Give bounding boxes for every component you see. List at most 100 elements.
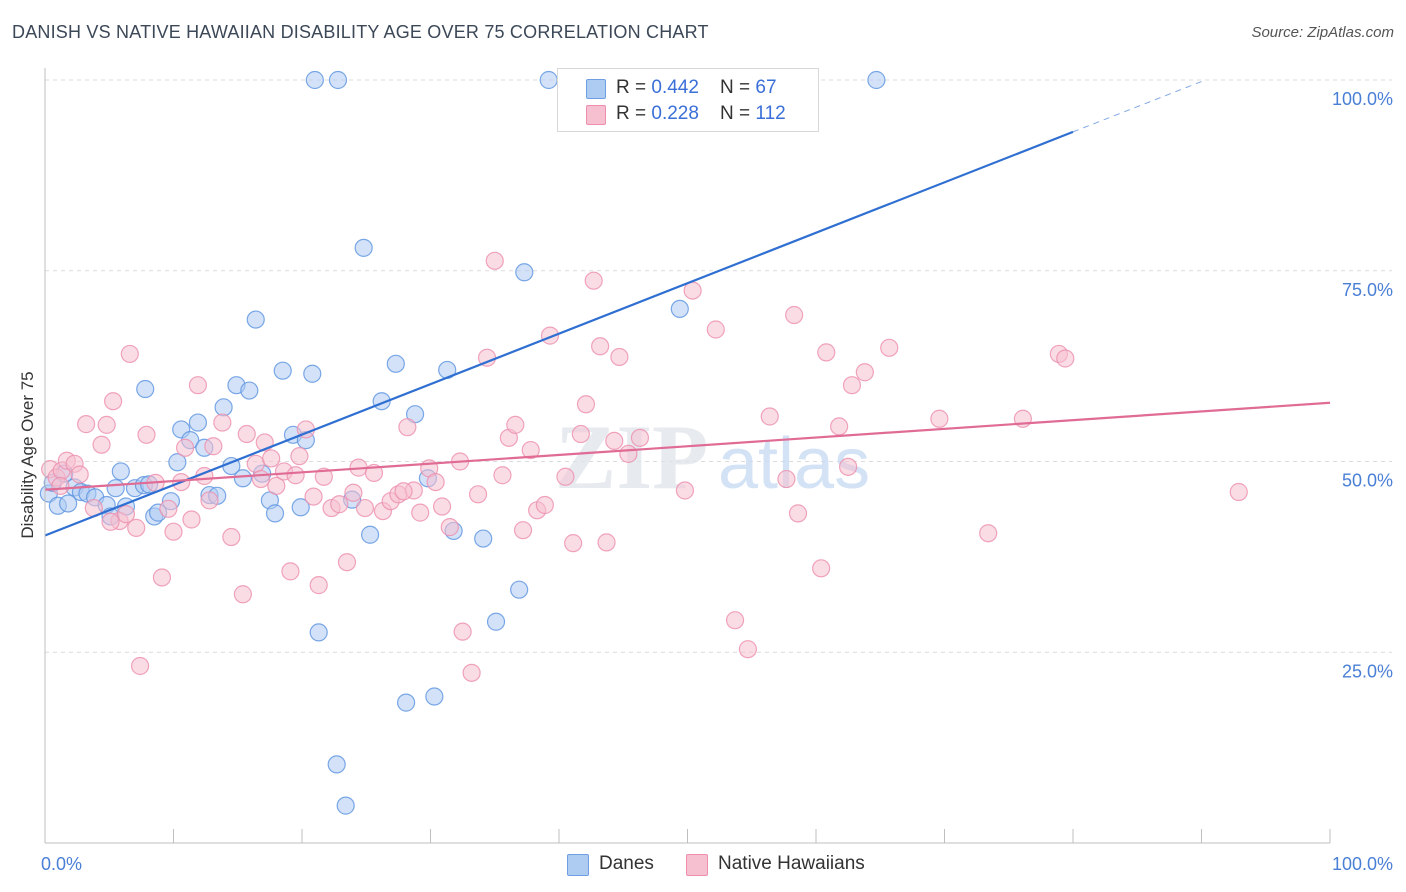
point-native-hawaiians — [267, 476, 286, 496]
point-danes — [168, 453, 187, 472]
point-danes — [515, 263, 534, 282]
point-native-hawaiians — [440, 518, 459, 537]
point-native-hawaiians — [513, 521, 533, 540]
point-native-hawaiians — [453, 622, 472, 641]
bottom-legend-swatch-danes — [567, 854, 589, 876]
point-native-hawaiians — [760, 407, 779, 426]
point-native-hawaiians — [116, 505, 136, 524]
point-native-hawaiians — [246, 454, 265, 473]
point-native-hawaiians — [777, 469, 796, 489]
point-danes — [106, 479, 125, 498]
point-native-hawaiians — [930, 409, 949, 428]
point-native-hawaiians — [314, 467, 333, 486]
point-native-hawaiians — [426, 473, 445, 492]
legend-r-value: 0.228 — [651, 103, 699, 124]
trend-lines — [44, 81, 1331, 537]
point-native-hawaiians — [817, 343, 836, 362]
point-native-hawaiians — [630, 428, 650, 447]
point-native-hawaiians — [468, 485, 488, 504]
x-tick-label: 0.0% — [41, 854, 82, 874]
trend-line-danes — [44, 130, 1074, 537]
point-native-hawaiians — [127, 518, 146, 537]
point-danes — [474, 529, 493, 548]
point-danes — [354, 238, 373, 257]
point-native-hawaiians — [398, 418, 417, 437]
point-native-hawaiians — [281, 562, 300, 581]
point-native-hawaiians — [251, 469, 270, 489]
point-native-hawaiians — [493, 466, 512, 485]
point-native-hawaiians — [330, 495, 349, 514]
point-native-hawaiians — [738, 640, 757, 659]
point-native-hawaiians — [97, 415, 116, 434]
legend-swatch-native-hawaiians — [586, 105, 606, 125]
point-native-hawaiians — [411, 503, 430, 522]
point-native-hawaiians — [605, 431, 624, 450]
point-native-hawaiians — [309, 576, 328, 595]
point-danes — [233, 469, 252, 488]
point-native-hawaiians — [1229, 482, 1248, 502]
point-native-hawaiians — [725, 611, 745, 630]
bottom-legend-label-native-hawaiians: Native Hawaiians — [718, 853, 865, 874]
data-points — [39, 70, 1248, 815]
point-native-hawaiians — [556, 467, 575, 486]
point-native-hawaiians — [535, 495, 554, 515]
chart-title: DANISH VS NATIVE HAWAIIAN DISABILITY AGE… — [12, 22, 709, 42]
point-native-hawaiians — [200, 491, 219, 510]
source-label: Source: ZipAtlas.com — [1251, 24, 1394, 41]
point-native-hawaiians — [785, 305, 804, 325]
point-native-hawaiians — [286, 466, 305, 485]
point-native-hawaiians — [571, 424, 590, 444]
point-native-hawaiians — [855, 363, 874, 382]
point-native-hawaiians — [979, 524, 998, 543]
point-native-hawaiians — [137, 425, 156, 444]
point-native-hawaiians — [152, 568, 172, 587]
point-danes — [327, 755, 346, 774]
point-native-hawaiians — [355, 498, 375, 518]
y-tick-label: 50.0% — [1342, 471, 1393, 491]
point-native-hawaiians — [70, 465, 89, 484]
point-native-hawaiians — [222, 527, 241, 547]
point-native-hawaiians — [175, 438, 195, 457]
point-native-hawaiians — [584, 271, 603, 290]
y-tick-label: 75.0% — [1342, 280, 1393, 300]
point-native-hawaiians — [213, 413, 232, 432]
point-danes — [425, 687, 444, 706]
legend-n-label: N = — [720, 103, 756, 124]
point-native-hawaiians — [77, 415, 96, 434]
point-danes — [539, 70, 558, 90]
point-native-hawaiians — [164, 522, 183, 541]
point-danes — [396, 693, 416, 712]
point-danes — [486, 612, 506, 631]
point-native-hawaiians — [842, 376, 862, 395]
legend-r-label: R = — [616, 103, 652, 124]
point-native-hawaiians — [233, 585, 252, 604]
point-danes — [59, 494, 78, 513]
legend-n-label: N = — [720, 77, 756, 98]
point-native-hawaiians — [337, 553, 357, 572]
legend-r-label: R = — [616, 77, 652, 98]
point-native-hawaiians — [51, 476, 70, 496]
y-tick-label: 100.0% — [1332, 89, 1393, 109]
point-native-hawaiians — [262, 449, 281, 468]
point-danes — [291, 498, 310, 517]
point-native-hawaiians — [576, 395, 596, 414]
point-native-hawaiians — [344, 483, 363, 502]
x-tick-label: 100.0% — [1332, 854, 1393, 874]
axes: 25.0% 50.0% 75.0% 100.0% 0.0% 100.0% — [41, 68, 1393, 874]
point-danes — [328, 70, 348, 90]
point-danes — [188, 413, 208, 432]
point-native-hawaiians — [237, 424, 256, 444]
point-native-hawaiians — [788, 504, 808, 523]
point-danes — [273, 361, 292, 380]
point-native-hawaiians — [182, 510, 201, 529]
point-native-hawaiians — [591, 337, 610, 356]
bottom-legend-label-danes: Danes — [599, 853, 654, 874]
point-native-hawaiians — [839, 457, 858, 476]
point-native-hawaiians — [675, 481, 695, 500]
point-native-hawaiians — [432, 497, 452, 516]
point-danes — [246, 310, 265, 329]
point-danes — [305, 70, 324, 90]
point-native-hawaiians — [597, 533, 616, 552]
y-axis-label: Disability Age Over 75 — [18, 371, 37, 538]
legend-r-value: 0.442 — [651, 77, 699, 98]
